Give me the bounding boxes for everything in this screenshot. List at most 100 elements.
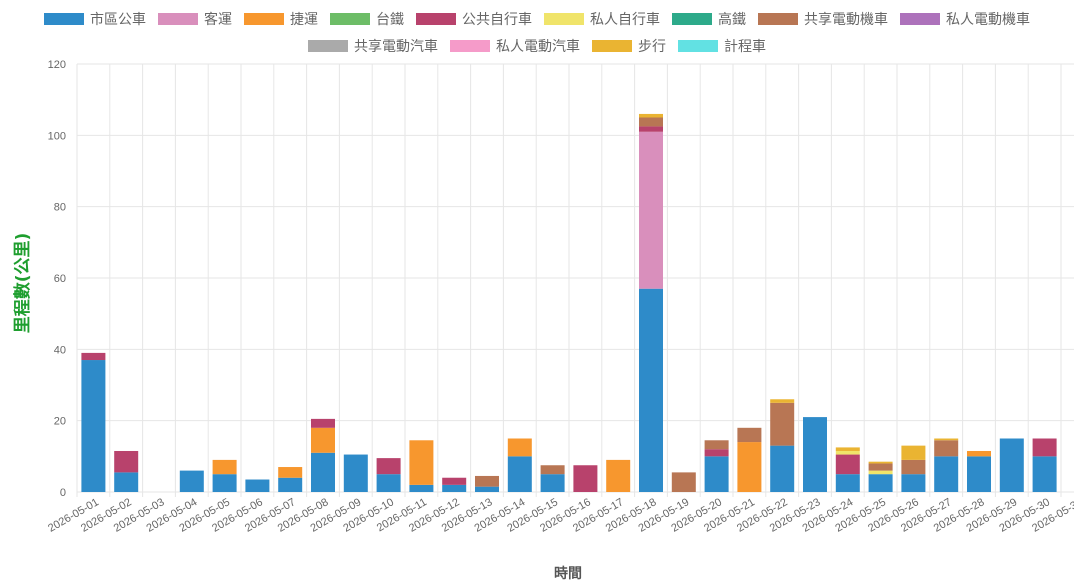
bar-segment <box>704 440 729 450</box>
x-axis-ticks: 2026-05-012026-05-022026-05-032026-05-04… <box>46 496 1074 535</box>
bar-segment <box>770 445 795 492</box>
bar-segment <box>442 477 467 485</box>
bar-segment <box>639 117 663 127</box>
bar-segment <box>1032 438 1057 457</box>
legend-swatch[interactable] <box>592 40 632 52</box>
bar-segment <box>803 417 827 492</box>
legend-label[interactable]: 計程車 <box>724 38 766 55</box>
bar-segment <box>868 474 893 492</box>
legend-swatch[interactable] <box>44 13 84 25</box>
legend-label[interactable]: 共享電動機車 <box>804 11 888 28</box>
bar-segment <box>114 472 139 492</box>
bar-segment <box>442 484 467 492</box>
bar-segment <box>835 474 860 492</box>
legend-swatch[interactable] <box>672 13 712 25</box>
chart-bars <box>81 113 1057 492</box>
legend-swatch[interactable] <box>450 40 490 52</box>
bar-segment <box>868 463 893 471</box>
bar-segment <box>507 456 532 492</box>
bar-segment <box>343 454 368 492</box>
bar-segment <box>409 484 434 492</box>
legend-label[interactable]: 私人電動機車 <box>946 11 1030 28</box>
bar-segment <box>1032 456 1057 492</box>
y-tick-label: 40 <box>54 344 66 356</box>
bar-segment <box>376 474 401 492</box>
legend-swatch[interactable] <box>330 13 370 25</box>
chart-legend: 市區公車 客運 捷運 台鐵 公共自行車 私人自行車 高鐵 共享電動機車 私人電動機車共享電動汽車… <box>44 11 1030 55</box>
legend-swatch[interactable] <box>758 13 798 25</box>
legend-label[interactable]: 客運 <box>204 11 232 28</box>
y-axis-ticks: 0 20 40 60 80 100 120 <box>48 59 66 499</box>
bar-segment <box>179 470 204 492</box>
legend-label[interactable]: 私人自行車 <box>590 11 660 28</box>
chart-gridlines <box>76 63 1074 497</box>
bar-segment <box>311 418 335 428</box>
y-tick-label: 20 <box>54 416 66 428</box>
bar-segment <box>475 475 499 487</box>
bar-segment <box>245 479 270 492</box>
legend-label[interactable]: 公共自行車 <box>462 11 532 28</box>
bar-segment <box>967 456 991 492</box>
legend-swatch[interactable] <box>158 13 198 25</box>
bar-segment <box>639 126 663 132</box>
bar-segment <box>606 459 631 492</box>
bar-segment <box>868 470 893 475</box>
bar-segment <box>573 465 598 492</box>
y-axis-title: 里程數(公里) <box>12 233 33 334</box>
bar-segment <box>934 438 959 441</box>
legend-swatch[interactable] <box>416 13 456 25</box>
legend-label[interactable]: 私人電動汽車 <box>496 38 580 55</box>
legend-label[interactable]: 高鐵 <box>718 11 746 28</box>
legend-swatch[interactable] <box>544 13 584 25</box>
y-tick-label: 60 <box>54 273 66 285</box>
legend-label[interactable]: 步行 <box>638 39 666 55</box>
legend-label[interactable]: 台鐵 <box>376 11 404 28</box>
bar-segment <box>737 442 762 492</box>
bar-segment <box>934 456 959 492</box>
legend-swatch[interactable] <box>308 40 348 52</box>
bar-segment <box>639 288 663 492</box>
bar-segment <box>671 472 696 492</box>
legend-swatch[interactable] <box>900 13 940 25</box>
bar-segment <box>639 113 663 118</box>
y-tick-label: 100 <box>48 130 66 142</box>
bar-segment <box>704 456 729 492</box>
legend-label[interactable]: 市區公車 <box>90 11 146 28</box>
bar-segment <box>639 131 663 289</box>
bar-segment <box>278 467 303 478</box>
legend-label[interactable]: 捷運 <box>290 12 318 28</box>
bar-segment <box>81 360 106 492</box>
bar-segment <box>212 474 237 492</box>
bar-segment <box>278 477 303 492</box>
bar-segment <box>737 427 762 443</box>
bar-segment <box>835 450 860 455</box>
bar-segment <box>540 465 565 475</box>
y-tick-label: 0 <box>60 487 66 499</box>
legend-label[interactable]: 共享電動汽車 <box>354 38 438 55</box>
bar-segment <box>475 486 499 492</box>
bar-segment <box>311 427 335 453</box>
bar-segment <box>967 450 991 457</box>
bar-segment <box>835 447 860 451</box>
bar-segment <box>114 450 139 473</box>
bar-segment <box>934 440 959 457</box>
y-tick-label: 80 <box>54 202 66 214</box>
bar-segment <box>868 461 893 464</box>
bar-segment <box>311 452 335 492</box>
legend-swatch[interactable] <box>678 40 718 52</box>
bar-segment <box>81 352 106 361</box>
legend-swatch[interactable] <box>244 13 284 25</box>
bar-segment <box>901 474 926 492</box>
bar-segment <box>409 440 434 485</box>
bar-segment <box>507 438 532 457</box>
bar-segment <box>770 399 795 403</box>
x-axis-title: 時間 <box>554 565 582 582</box>
bar-segment <box>212 459 237 475</box>
y-tick-label: 120 <box>48 59 66 71</box>
bar-segment <box>376 458 401 475</box>
bar-segment <box>901 459 926 475</box>
bar-segment <box>704 449 729 457</box>
bar-segment <box>999 438 1024 492</box>
bar-segment <box>835 454 860 475</box>
